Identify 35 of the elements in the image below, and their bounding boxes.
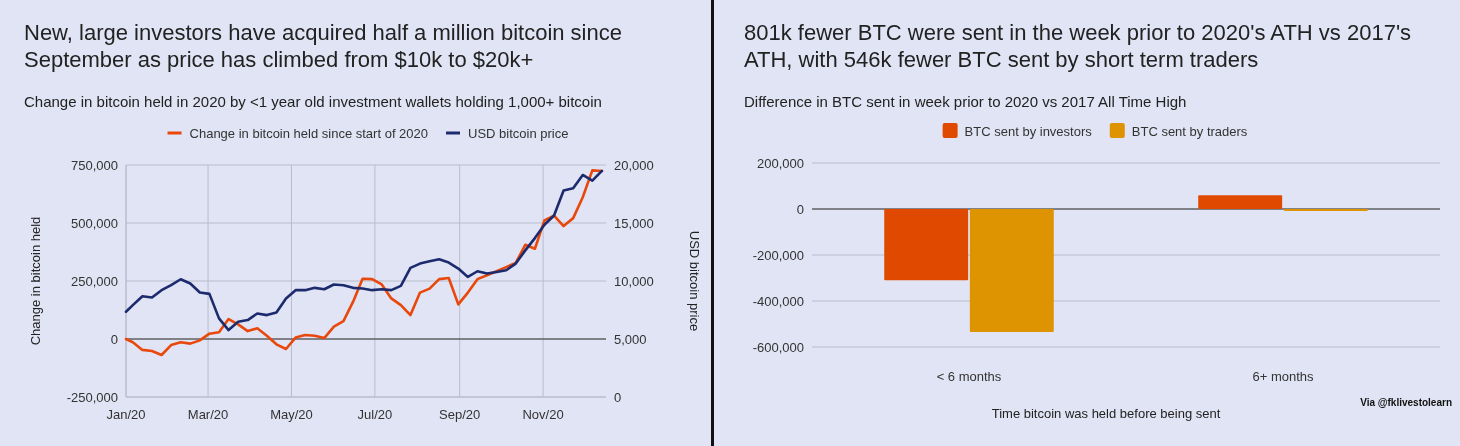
y-tick-label: -250,000 <box>66 390 118 405</box>
x-tick-label: Jul/20 <box>357 407 393 422</box>
chart-subtitle: Change in bitcoin held in 2020 by <1 year old investment wallets holding 1,000+ bitcoin <box>24 93 602 110</box>
legend-label: USD bitcoin price <box>468 125 569 141</box>
y2-tick-label: 15,000 <box>614 216 654 231</box>
x-tick-label: Nov/20 <box>522 407 564 422</box>
y-tick-label: 200,000 <box>757 156 804 171</box>
y2-tick-label: 0 <box>614 390 622 405</box>
x-axis-title: Time bitcoin was held before being sent <box>991 406 1221 421</box>
x-tick-label: Jan/20 <box>106 407 146 422</box>
legend-label: BTC sent by investors <box>964 123 1093 139</box>
y-tick-label: 750,000 <box>71 158 118 173</box>
y-tick-label: 250,000 <box>71 274 118 289</box>
x-tick-label: Sep/20 <box>439 407 481 422</box>
y-tick-label: 500,000 <box>71 216 118 231</box>
y-tick-label: 0 <box>796 202 804 217</box>
x-tick-label: 6+ months <box>1252 369 1315 384</box>
y2-tick-label: 5,000 <box>614 332 647 347</box>
chart-subtitle: Difference in BTC sent in week prior to 2020 vs 2017 All Time High <box>744 93 1187 110</box>
x-tick-label: < 6 months <box>936 369 1002 384</box>
x-tick-label: Mar/20 <box>187 407 229 422</box>
text: Via @fklivestolearn <box>1360 397 1452 408</box>
legend-label: Change in bitcoin held since start of 2020 <box>189 125 429 141</box>
y-tick-label: 0 <box>110 332 118 347</box>
y-tick-label: -400,000 <box>752 294 804 309</box>
x-tick-label: May/20 <box>270 407 313 422</box>
chart-title: 801k fewer BTC were sent in the week prior to 2020's ATH vs 2017's ATH, with 546k fewer BTC sent by short term traders <box>744 20 1412 72</box>
y-tick-label: -600,000 <box>752 340 804 355</box>
chart-title: New, large investors have acquired half a million bitcoin since September as price has climbed from $10k to $20k+ <box>24 20 622 72</box>
y2-tick-label: 20,000 <box>614 158 654 173</box>
y2-tick-label: 10,000 <box>614 274 654 289</box>
y-tick-label: -200,000 <box>752 248 804 263</box>
legend-label: BTC sent by traders <box>1131 123 1248 139</box>
y2-axis-title: USD bitcoin price <box>687 230 702 332</box>
y-axis-title: Change in bitcoin held <box>28 216 43 346</box>
